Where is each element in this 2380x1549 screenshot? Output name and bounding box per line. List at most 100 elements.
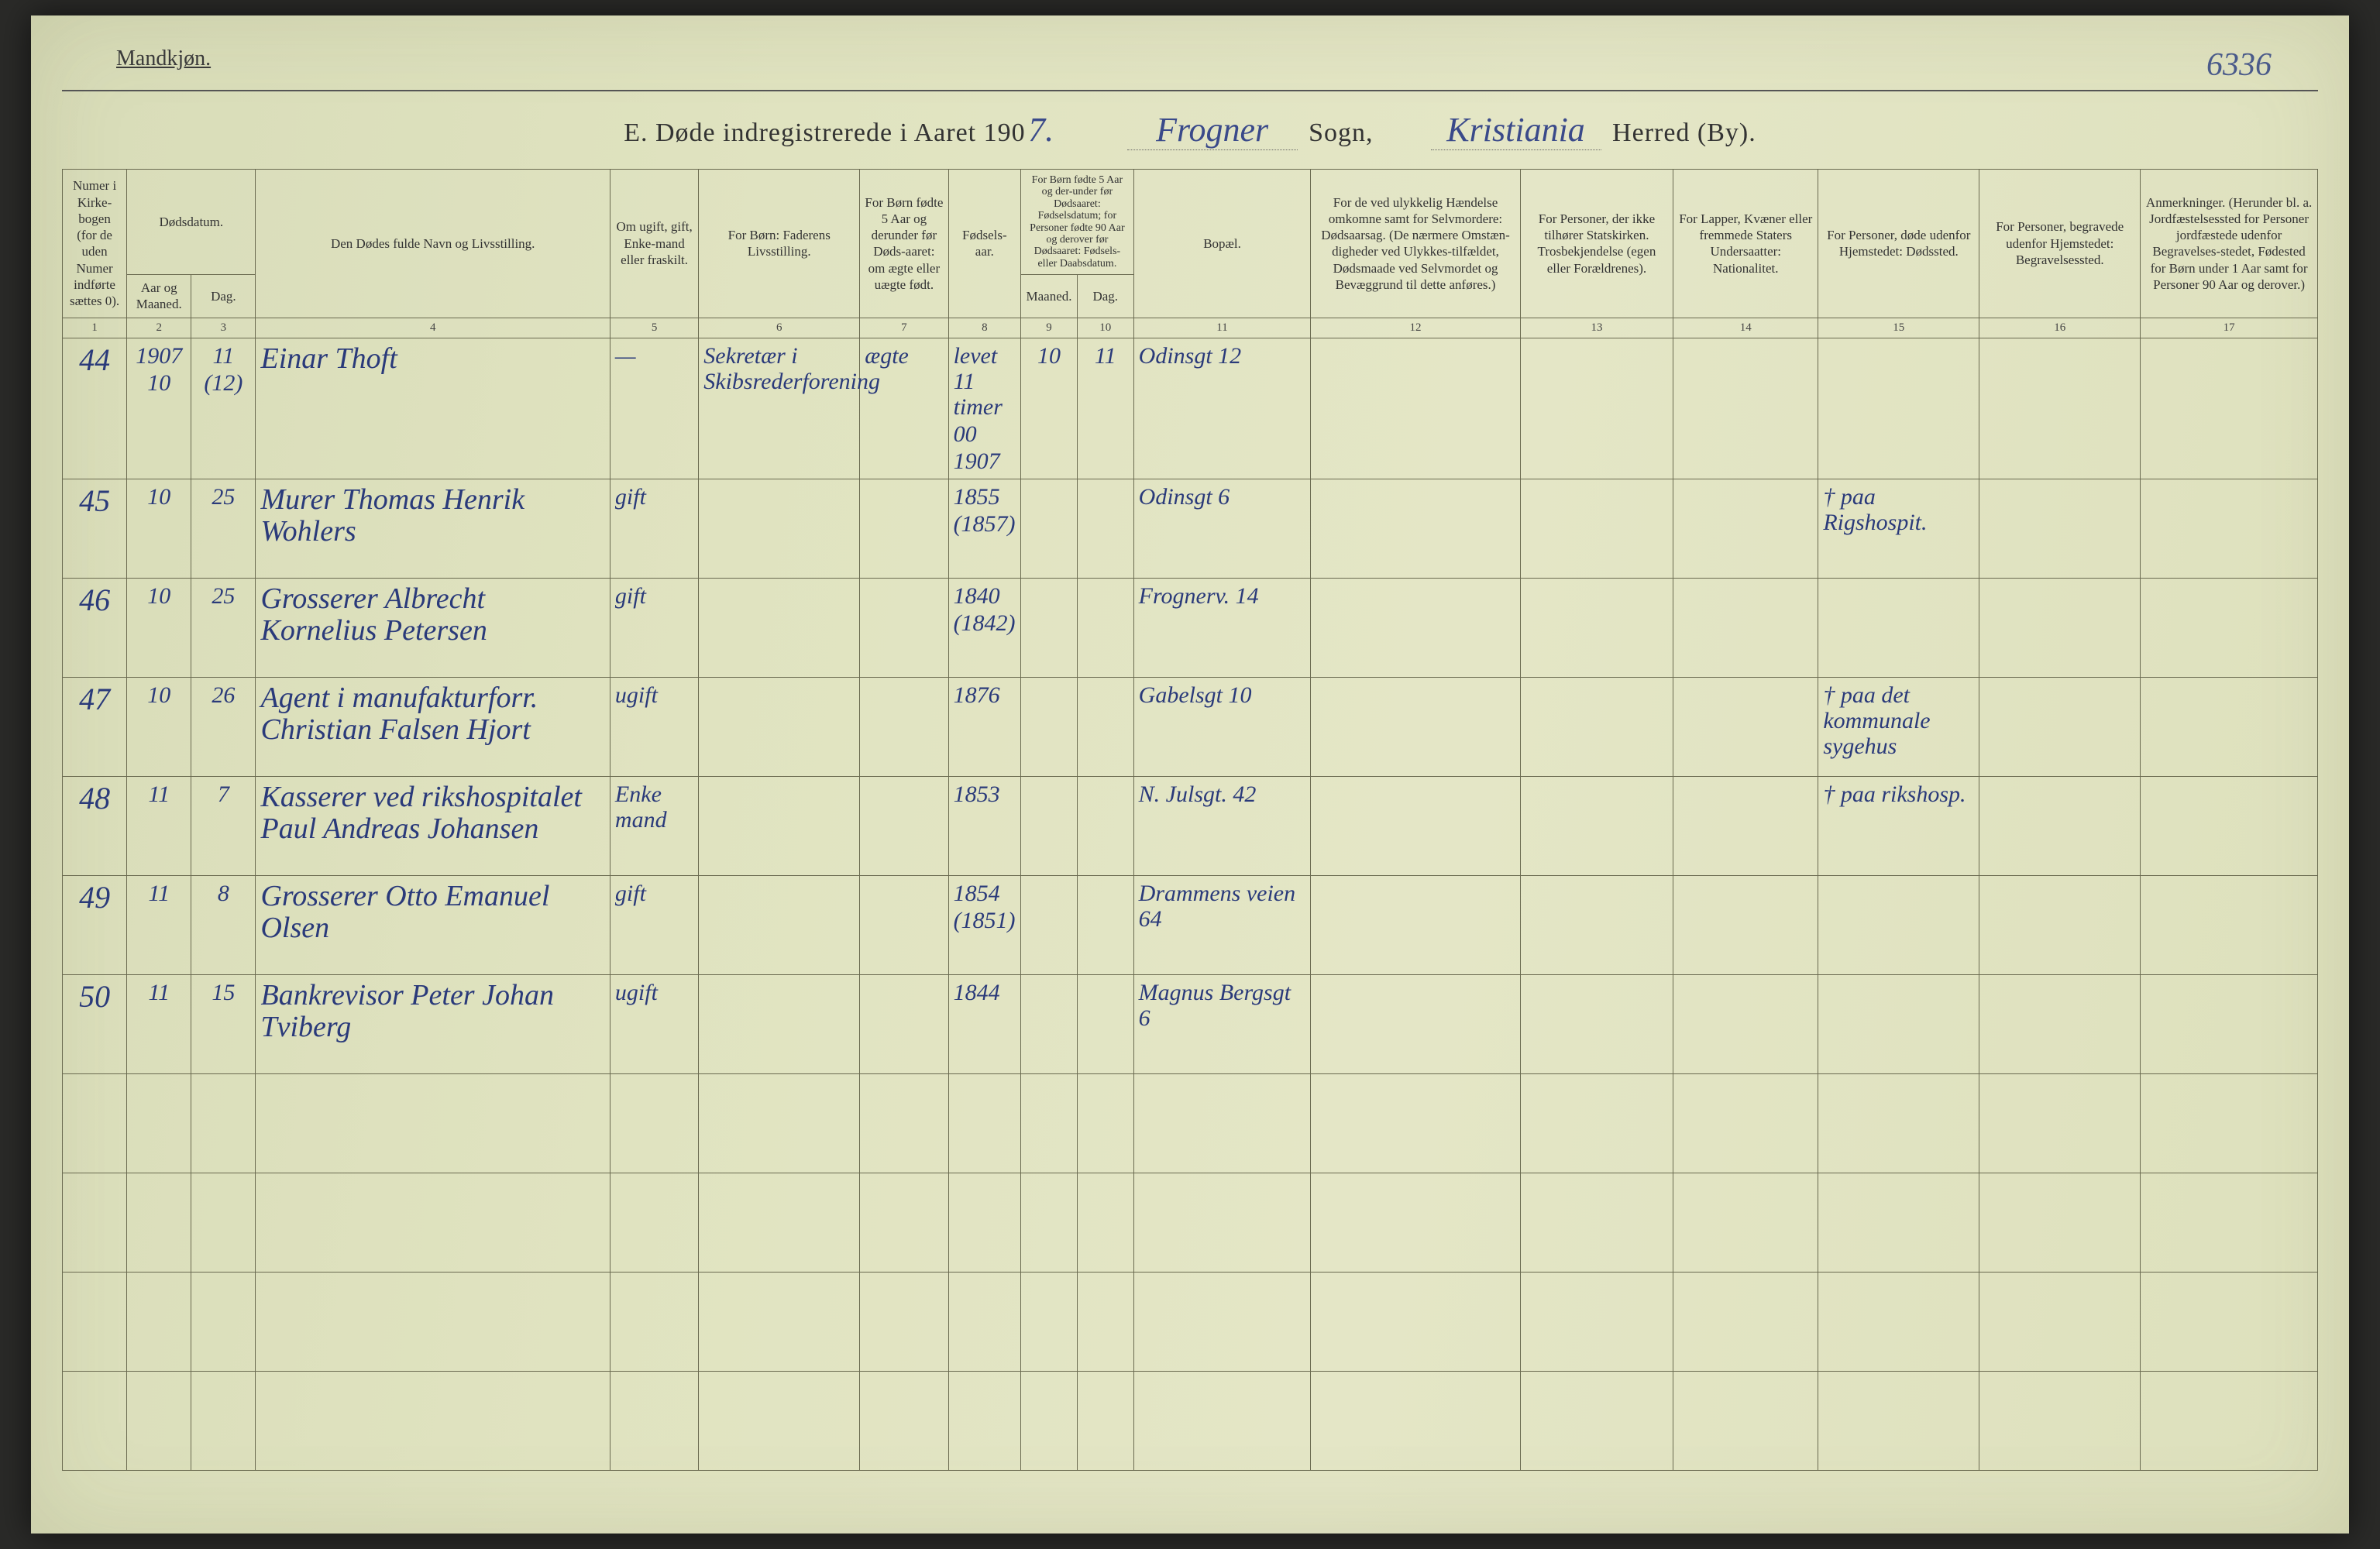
cell-empty xyxy=(63,1073,127,1173)
colnum: 14 xyxy=(1673,318,1818,338)
cell-no: 44 xyxy=(63,338,127,479)
cell-empty xyxy=(860,1073,948,1173)
cell-empty xyxy=(860,1173,948,1272)
cell-stand: Enke mand xyxy=(610,776,698,875)
cell-stand: gift xyxy=(610,578,698,677)
cell-bopael: Frognerv. 14 xyxy=(1133,578,1311,677)
cell-empty xyxy=(191,1073,256,1173)
cell-empty xyxy=(699,1073,860,1173)
cell-c17 xyxy=(2141,578,2318,677)
cell-empty xyxy=(1133,1371,1311,1470)
cell-empty xyxy=(948,1173,1021,1272)
cell-c9 xyxy=(1021,479,1078,578)
sogn-label: Sogn, xyxy=(1309,118,1373,147)
cell-empty xyxy=(699,1272,860,1371)
cell-c15 xyxy=(1818,875,1979,974)
cell-empty xyxy=(699,1371,860,1470)
cell-c7 xyxy=(860,677,948,776)
cell-stand: ugift xyxy=(610,974,698,1073)
cell-empty xyxy=(1818,1073,1979,1173)
cell-c13 xyxy=(1520,875,1673,974)
register-table: Numer i Kirke-bogen (for de uden Numer i… xyxy=(62,169,2318,1471)
cell-c7 xyxy=(860,974,948,1073)
colnum: 9 xyxy=(1021,318,1078,338)
cell-navn: Bankrevisor Peter Johan Tviberg xyxy=(256,974,610,1073)
cell-c15: † paa Rigshospit. xyxy=(1818,479,1979,578)
table-row: 451025Murer Thomas Henrik Wohlersgift185… xyxy=(63,479,2318,578)
cell-c16 xyxy=(1979,875,2141,974)
cell-bopael: N. Julsgt. 42 xyxy=(1133,776,1311,875)
cell-empty xyxy=(1077,1073,1133,1173)
col-header-2-top: Dødsdatum. xyxy=(127,170,256,275)
colnum: 10 xyxy=(1077,318,1133,338)
cell-empty xyxy=(860,1371,948,1470)
cell-c16 xyxy=(1979,338,2141,479)
cell-empty xyxy=(63,1272,127,1371)
cell-aar: 11 xyxy=(127,875,191,974)
cell-faar: 1853 xyxy=(948,776,1021,875)
cell-navn: Einar Thoft xyxy=(256,338,610,479)
ledger-page: Mandkjøn. 6336 E. Døde indregistrerede i… xyxy=(31,15,2349,1534)
cell-c12 xyxy=(1311,338,1520,479)
cell-c14 xyxy=(1673,875,1818,974)
cell-stand: ugift xyxy=(610,677,698,776)
cell-navn: Agent i manufakturforr. Christian Falsen… xyxy=(256,677,610,776)
cell-empty xyxy=(1077,1173,1133,1272)
cell-c9 xyxy=(1021,875,1078,974)
cell-dag: 26 xyxy=(191,677,256,776)
cell-c13 xyxy=(1520,479,1673,578)
cell-empty xyxy=(2141,1371,2318,1470)
col-header-4: Den Dødes fulde Navn og Livsstilling. xyxy=(256,170,610,318)
cell-empty xyxy=(1311,1371,1520,1470)
col-header-14: For Lapper, Kvæner eller fremmede Stater… xyxy=(1673,170,1818,318)
cell-empty xyxy=(1673,1371,1818,1470)
table-row: 48117Kasserer ved rikshospitalet Paul An… xyxy=(63,776,2318,875)
col-header-13: For Personer, der ikke tilhører Statskir… xyxy=(1520,170,1673,318)
cell-empty xyxy=(127,1073,191,1173)
cell-empty xyxy=(191,1272,256,1371)
cell-empty xyxy=(610,1073,698,1173)
table-body: 4419071011(12)Einar Thoft—Sekretær i Ski… xyxy=(63,338,2318,1470)
cell-c14 xyxy=(1673,338,1818,479)
colnum: 4 xyxy=(256,318,610,338)
table-row: 461025Grosserer Albrecht Kornelius Peter… xyxy=(63,578,2318,677)
cell-dag: 15 xyxy=(191,974,256,1073)
cell-empty xyxy=(1021,1173,1078,1272)
cell-faar: 1876 xyxy=(948,677,1021,776)
cell-empty xyxy=(2141,1272,2318,1371)
page-number: 6336 xyxy=(2206,46,2272,84)
cell-navn: Murer Thomas Henrik Wohlers xyxy=(256,479,610,578)
cell-empty xyxy=(1979,1272,2141,1371)
cell-empty xyxy=(1021,1371,1078,1470)
cell-c9 xyxy=(1021,578,1078,677)
cell-c13 xyxy=(1520,338,1673,479)
cell-c7 xyxy=(860,479,948,578)
cell-empty xyxy=(256,1173,610,1272)
cell-c14 xyxy=(1673,578,1818,677)
cell-no: 45 xyxy=(63,479,127,578)
cell-empty xyxy=(2141,1073,2318,1173)
cell-c13 xyxy=(1520,974,1673,1073)
table-row: 4419071011(12)Einar Thoft—Sekretær i Ski… xyxy=(63,338,2318,479)
cell-empty xyxy=(610,1173,698,1272)
colnum: 7 xyxy=(860,318,948,338)
cell-c9: 10 xyxy=(1021,338,1078,479)
cell-empty xyxy=(1818,1371,1979,1470)
cell-empty xyxy=(1520,1272,1673,1371)
cell-c10 xyxy=(1077,479,1133,578)
colnum: 11 xyxy=(1133,318,1311,338)
cell-far xyxy=(699,578,860,677)
cell-c17 xyxy=(2141,338,2318,479)
cell-no: 47 xyxy=(63,677,127,776)
cell-dag: 25 xyxy=(191,479,256,578)
col-header-1: Numer i Kirke-bogen (for de uden Numer i… xyxy=(63,170,127,318)
cell-c12 xyxy=(1311,677,1520,776)
cell-empty xyxy=(1133,1272,1311,1371)
colnum: 5 xyxy=(610,318,698,338)
cell-faar: 1844 xyxy=(948,974,1021,1073)
cell-c12 xyxy=(1311,776,1520,875)
cell-far xyxy=(699,677,860,776)
cell-far xyxy=(699,974,860,1073)
cell-navn: Grosserer Albrecht Kornelius Petersen xyxy=(256,578,610,677)
cell-empty xyxy=(1520,1073,1673,1173)
